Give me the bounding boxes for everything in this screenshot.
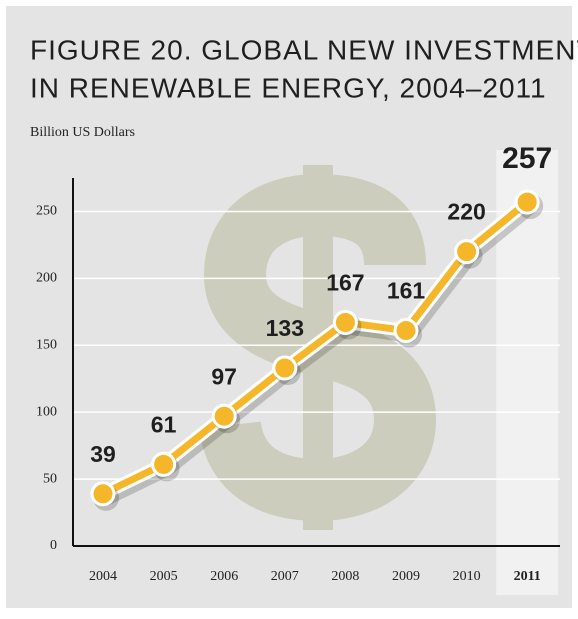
data-label: 97 — [211, 363, 237, 389]
data-label: 167 — [326, 270, 364, 296]
point — [514, 189, 540, 215]
point — [211, 403, 237, 429]
point — [332, 310, 358, 336]
y-tick-label: 100 — [36, 404, 57, 419]
data-label: 39 — [90, 441, 116, 467]
y-tick-label: 150 — [36, 337, 57, 352]
y-tick-label: 250 — [36, 204, 57, 219]
x-tick-label: 2009 — [392, 569, 420, 584]
x-tick-label: 2010 — [453, 569, 481, 584]
x-tick-label: 2006 — [210, 569, 238, 584]
chart-title: FIGURE 20. GLOBAL NEW INVESTMENTS — [30, 34, 578, 65]
data-label: 257 — [502, 142, 552, 175]
x-tick-label: 2004 — [89, 569, 117, 584]
data-label: 61 — [151, 411, 177, 437]
data-label: 220 — [447, 199, 485, 225]
x-tick-label: 2011 — [514, 569, 541, 584]
x-tick-label: 2008 — [331, 569, 359, 584]
point — [272, 355, 298, 381]
y-tick-label: 50 — [43, 471, 57, 486]
point — [90, 481, 116, 507]
x-tick-label: 2005 — [150, 569, 178, 584]
point — [151, 451, 177, 477]
chart-title: IN RENEWABLE ENERGY, 2004–2011 — [30, 72, 547, 103]
line — [101, 199, 530, 497]
subtitle: Billion US Dollars — [30, 125, 135, 140]
data-label: 133 — [266, 315, 304, 341]
point — [393, 318, 419, 344]
data-label: 161 — [387, 278, 426, 304]
point — [454, 239, 480, 265]
x-tick-label: 2007 — [271, 569, 299, 584]
y-tick-label: 200 — [36, 271, 57, 286]
y-tick-label: 0 — [50, 538, 57, 553]
